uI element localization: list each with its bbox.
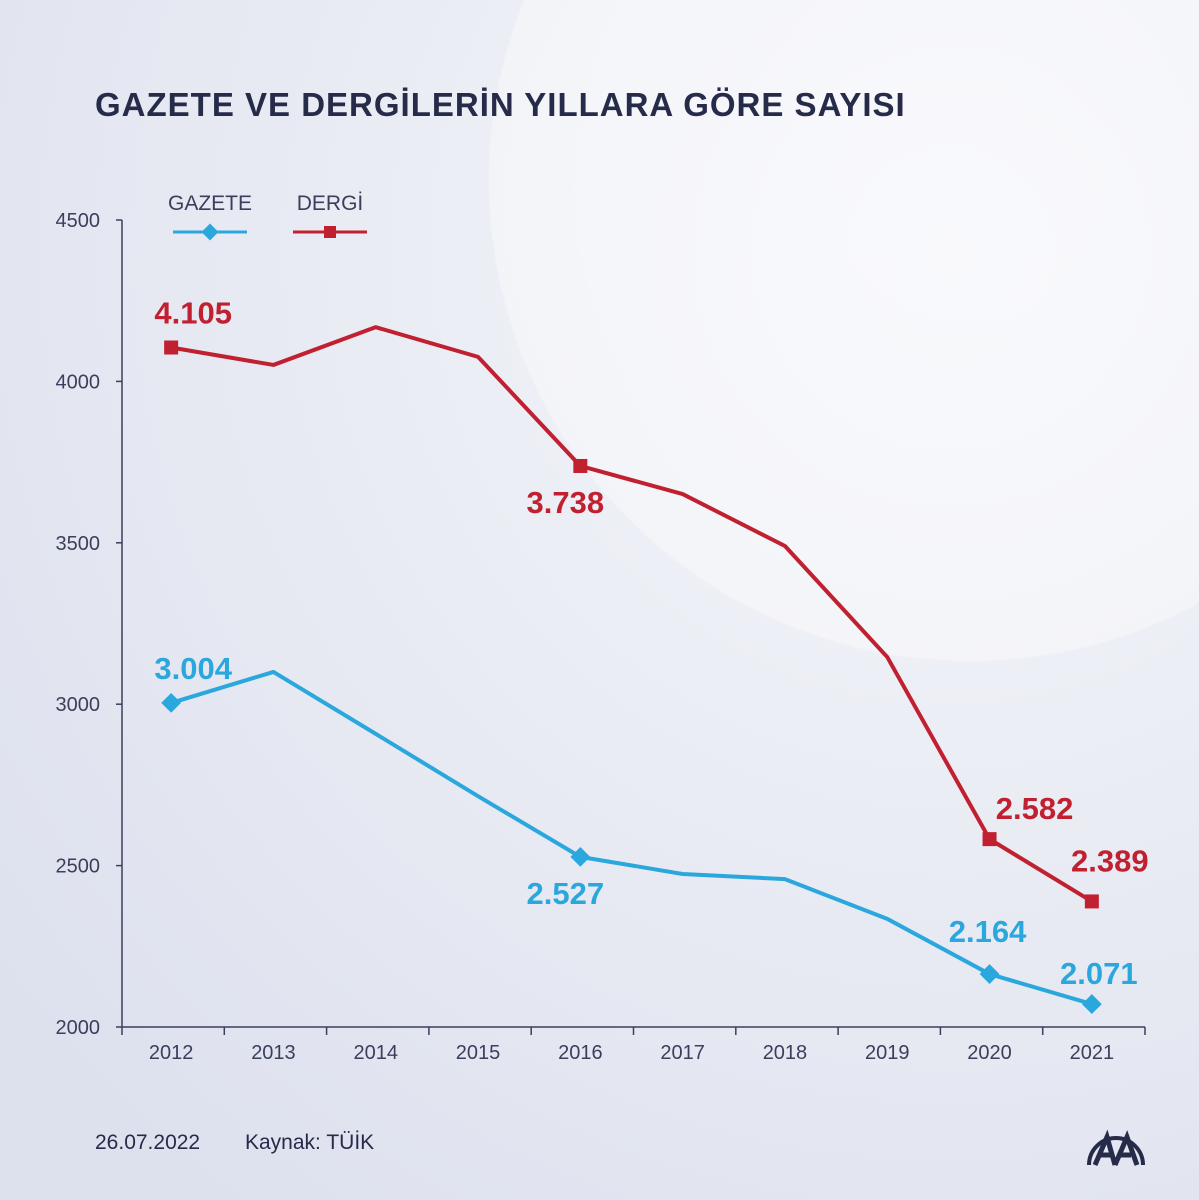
data-point-marker [161, 693, 182, 713]
x-tick-label: 2017 [660, 1042, 705, 1064]
data-point-marker [1084, 894, 1099, 909]
aa-logo-icon [1087, 1129, 1145, 1166]
series-line-dergi̇ [170, 325, 1093, 904]
y-tick-label: 3500 [56, 533, 101, 555]
data-label: 2.071 [1060, 956, 1138, 991]
data-label: 2.582 [996, 791, 1074, 826]
chart-title: GAZETE VE DERGİLERİN YILLARA GÖRE SAYISI [95, 86, 906, 123]
x-tick-label: 2021 [1070, 1042, 1115, 1064]
data-point-marker [164, 340, 179, 355]
y-tick-label: 2500 [56, 856, 101, 878]
y-tick-label: 4500 [56, 210, 101, 232]
data-label: 3.738 [527, 485, 605, 520]
x-tick-label: 2020 [967, 1042, 1012, 1064]
x-tick-label: 2019 [865, 1042, 910, 1064]
data-point-marker [573, 458, 588, 473]
data-label: 2.164 [949, 914, 1027, 949]
data-point-marker [982, 832, 997, 847]
legend-label: GAZETE [168, 192, 252, 215]
data-label: 2.527 [527, 876, 605, 911]
legend-label: DERGİ [297, 192, 364, 215]
legend-square-icon [324, 226, 336, 238]
data-label: 2.389 [1071, 843, 1149, 878]
series-line-gazete [170, 669, 1093, 1007]
data-point-marker [570, 846, 591, 867]
source-label: Kaynak: TÜİK [245, 1131, 375, 1154]
data-point-marker [1081, 994, 1102, 1014]
y-tick-label: 3000 [56, 694, 101, 716]
y-tick-label: 2000 [56, 1017, 101, 1039]
data-label: 4.105 [154, 296, 232, 331]
x-tick-label: 2014 [354, 1042, 399, 1064]
data-point-marker [979, 964, 1000, 984]
x-tick-label: 2016 [558, 1042, 603, 1064]
data-label: 3.004 [154, 651, 232, 686]
x-tick-label: 2018 [763, 1042, 808, 1064]
y-tick-label: 4000 [56, 371, 101, 393]
x-tick-label: 2015 [456, 1042, 501, 1064]
x-tick-label: 2013 [251, 1042, 296, 1064]
legend-diamond-icon [201, 223, 219, 241]
x-tick-label: 2012 [149, 1042, 194, 1064]
date-label: 26.07.2022 [95, 1131, 201, 1154]
